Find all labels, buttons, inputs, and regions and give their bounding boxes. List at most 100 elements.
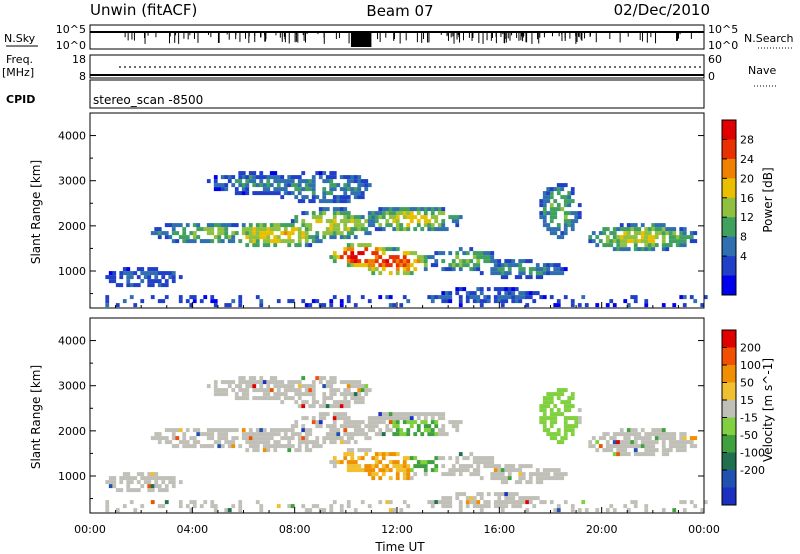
velocity-cell	[266, 440, 271, 445]
power-cell	[374, 259, 379, 264]
power-cell	[217, 227, 222, 232]
velocity-cell	[437, 416, 442, 421]
power-cell	[535, 267, 540, 272]
power-cell	[532, 299, 537, 304]
power-cell	[325, 179, 330, 184]
velocity-cell	[192, 504, 197, 509]
power-colorbar-swatch	[722, 256, 736, 277]
power-cell	[413, 251, 418, 256]
power-cell	[479, 291, 484, 296]
power-cell	[357, 215, 362, 220]
power-cell	[178, 223, 183, 228]
velocity-cell	[290, 388, 295, 393]
power-cell	[409, 211, 414, 216]
velocity-cell	[108, 476, 113, 481]
power-cell	[311, 239, 316, 244]
power-cell	[507, 271, 512, 276]
power-cell	[367, 219, 372, 224]
power-cell	[192, 295, 197, 300]
power-cell	[458, 287, 463, 292]
velocity-cell	[245, 432, 250, 437]
freq-dot	[509, 66, 511, 68]
velocity-cell	[633, 444, 638, 449]
power-cell	[395, 207, 400, 212]
velocity-cell	[248, 432, 253, 437]
velocity-cell	[479, 476, 484, 481]
velocity-cell	[395, 416, 400, 421]
freq-dot	[269, 66, 271, 68]
velocity-cell	[682, 448, 687, 453]
velocity-cell	[483, 456, 488, 461]
velocity-cell	[357, 400, 362, 405]
velocity-cell	[493, 500, 498, 505]
velocity-cell	[556, 440, 561, 445]
velocity-cell	[633, 436, 638, 441]
power-cell	[661, 243, 666, 248]
power-cell	[525, 295, 530, 300]
velocity-cell	[458, 492, 463, 497]
velocity-cell	[546, 396, 551, 401]
power-cell	[241, 183, 246, 188]
velocity-cell	[287, 428, 292, 433]
velocity-cell	[420, 412, 425, 417]
velocity-cell	[290, 424, 295, 429]
velocity-cell	[616, 452, 621, 457]
velocity-cell	[570, 396, 575, 401]
power-cell	[574, 215, 579, 220]
velocity-cell	[360, 400, 365, 405]
velocity-cell	[336, 400, 341, 405]
velocity-cell	[276, 432, 281, 437]
velocity-cell	[378, 460, 383, 465]
freq-dot	[499, 66, 501, 68]
velocity-cell	[549, 392, 554, 397]
velocity-cell	[367, 436, 372, 441]
velocity-cell	[392, 432, 397, 437]
velocity-cell	[689, 440, 694, 445]
power-cell	[241, 231, 246, 236]
velocity-cell	[318, 416, 323, 421]
power-cell	[518, 259, 523, 264]
freq-dot	[674, 66, 676, 68]
power-cell	[406, 259, 411, 264]
power-cell	[458, 263, 463, 268]
power-cell	[105, 303, 110, 308]
velocity-cell	[609, 444, 614, 449]
velocity-cell	[490, 456, 495, 461]
power-cell	[315, 215, 320, 220]
power-cell	[570, 187, 575, 192]
power-cell	[451, 215, 456, 220]
power-cell	[255, 183, 260, 188]
velocity-cell	[287, 444, 292, 449]
velocity-cell	[553, 404, 558, 409]
power-cell	[458, 303, 463, 308]
velocity-cell	[665, 436, 670, 441]
power-cell	[420, 255, 425, 260]
power-cell	[346, 175, 351, 180]
power-cell	[619, 235, 624, 240]
power-cell	[399, 259, 404, 264]
freq-dot	[419, 66, 421, 68]
velocity-cell	[287, 380, 292, 385]
power-cell	[343, 219, 348, 224]
velocity-cell	[227, 440, 232, 445]
velocity-cell	[346, 388, 351, 393]
velocity-cell	[154, 432, 159, 437]
power-cell	[196, 223, 201, 228]
power-cell	[430, 215, 435, 220]
velocity-cell	[238, 396, 243, 401]
freq-dot	[249, 66, 251, 68]
velocity-cell	[633, 432, 638, 437]
power-cell	[329, 187, 334, 192]
power-cell	[224, 187, 229, 192]
velocity-cell	[556, 396, 561, 401]
power-cell	[640, 231, 645, 236]
velocity-cell	[476, 468, 481, 473]
power-cell	[542, 215, 547, 220]
power-cell	[290, 231, 295, 236]
power-cell	[171, 227, 176, 232]
velocity-cell	[399, 468, 404, 473]
power-cell	[598, 239, 603, 244]
velocity-cell	[224, 508, 229, 513]
power-cell	[287, 179, 292, 184]
velocity-cell	[574, 416, 579, 421]
